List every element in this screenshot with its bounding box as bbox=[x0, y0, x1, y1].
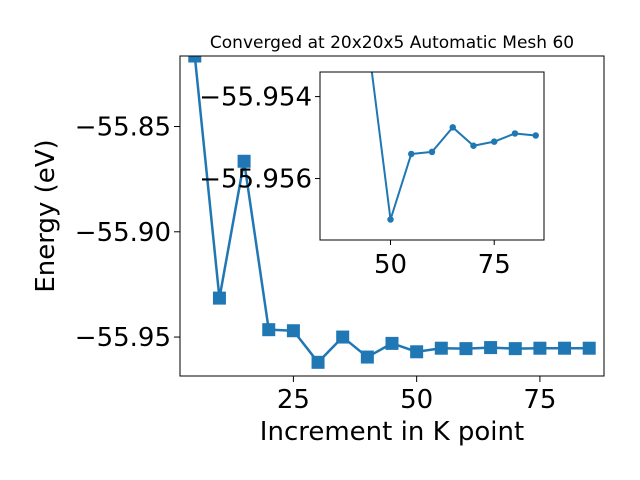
main-data-point bbox=[459, 342, 473, 356]
main-axes-frame bbox=[179, 55, 605, 377]
inset-data-point bbox=[449, 124, 456, 131]
main-data-point bbox=[385, 336, 399, 350]
main-data-point bbox=[558, 341, 572, 355]
main-data-point bbox=[410, 345, 424, 359]
main-y-tick-label: −55.95 bbox=[75, 323, 171, 353]
main-y-tick-label: −55.85 bbox=[75, 113, 171, 143]
main-x-axis-label: Increment in K point bbox=[260, 417, 524, 447]
main-data-point bbox=[582, 341, 596, 355]
inset-y-tick-label: −55.956 bbox=[199, 165, 312, 195]
inset-x-tick-label: 50 bbox=[374, 250, 407, 280]
main-data-point bbox=[434, 341, 448, 355]
main-chart-title: Converged at 20x20x5 Automatic Mesh 60 bbox=[210, 33, 574, 53]
main-x-tick-label: 75 bbox=[523, 385, 556, 415]
inset-data-point bbox=[490, 138, 498, 145]
inset-series-0 bbox=[370, 72, 539, 223]
inset-data-point bbox=[387, 216, 394, 223]
main-series-0 bbox=[188, 56, 596, 369]
inset-data-point bbox=[470, 142, 477, 150]
main-data-point bbox=[286, 324, 300, 338]
inset-background bbox=[320, 72, 544, 240]
main-data-point bbox=[212, 291, 226, 305]
main-data-point bbox=[262, 323, 276, 337]
inset-x-tick-label: 75 bbox=[478, 250, 511, 280]
main-data-point bbox=[484, 341, 498, 355]
main-y-axis-label: Energy (eV) bbox=[31, 139, 61, 292]
main-data-point bbox=[360, 350, 374, 364]
main-data-point bbox=[336, 330, 350, 344]
main-data-point bbox=[311, 355, 325, 369]
inset-plot: 50 75 −55.956 −55.954 bbox=[199, 71, 545, 280]
inset-data-point bbox=[428, 148, 436, 156]
inset-axes-frame bbox=[319, 71, 545, 241]
main-data-point bbox=[188, 56, 202, 63]
main-plot: 25 50 75 −55.85 −55.90 −55.95 Converged at 20x… bbox=[31, 33, 605, 447]
inset-y-tick-label: −55.954 bbox=[199, 83, 312, 113]
main-data-point bbox=[508, 342, 522, 356]
main-x-tick-label: 50 bbox=[400, 385, 433, 415]
main-y-tick-label: −55.90 bbox=[75, 218, 171, 248]
inset-data-point bbox=[511, 130, 519, 137]
main-data-point bbox=[533, 341, 547, 355]
inset-data-point bbox=[408, 150, 415, 158]
main-data-point bbox=[237, 154, 251, 168]
main-x-tick-label: 25 bbox=[277, 385, 310, 415]
inset-data-point bbox=[532, 132, 539, 139]
